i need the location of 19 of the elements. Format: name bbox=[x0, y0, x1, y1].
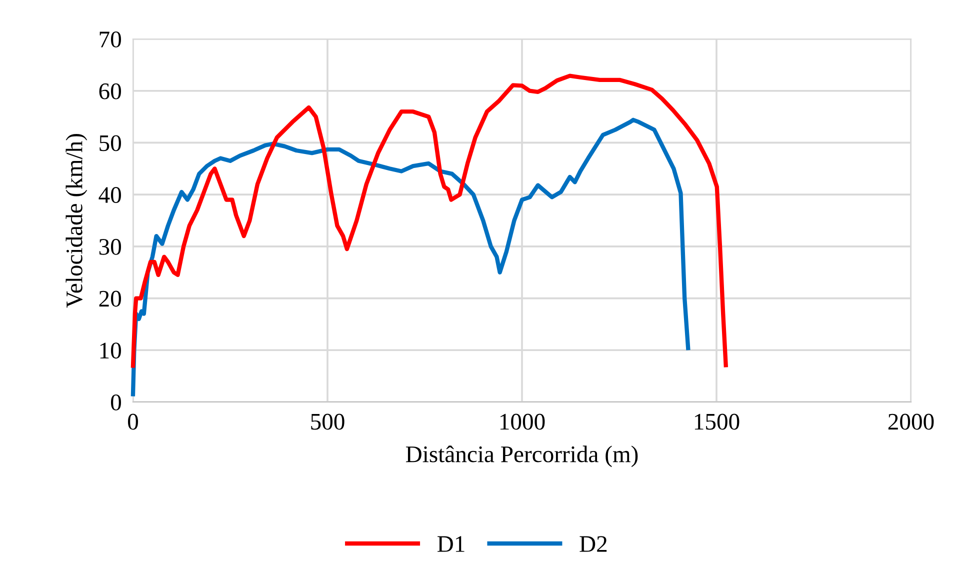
x-tick-label: 2000 bbox=[888, 414, 934, 430]
line-series bbox=[130, 118, 690, 396]
y-tick-label: 70 bbox=[100, 31, 121, 48]
legend-label: D1 bbox=[438, 536, 464, 552]
x-axis-title: Distância Percorrida (m) bbox=[406, 446, 638, 468]
x-tick-label: 500 bbox=[311, 414, 344, 430]
x-tick-label: 1000 bbox=[500, 414, 545, 430]
legend-label: D2 bbox=[580, 536, 607, 552]
y-tick-label: 40 bbox=[98, 187, 121, 203]
y-tick-label: 10 bbox=[100, 342, 121, 359]
x-tick-label: 1500 bbox=[694, 414, 740, 430]
x-tick-label: 0 bbox=[128, 414, 138, 430]
line-series bbox=[130, 74, 728, 368]
y-tick-label: 50 bbox=[100, 135, 121, 152]
y-tick-label: 20 bbox=[99, 290, 121, 307]
y-axis-title: Velocidade (km/h) bbox=[66, 134, 88, 308]
y-tick-label: 30 bbox=[99, 238, 121, 255]
y-tick-label: 60 bbox=[99, 83, 121, 100]
y-tick-label: 0 bbox=[110, 394, 121, 410]
